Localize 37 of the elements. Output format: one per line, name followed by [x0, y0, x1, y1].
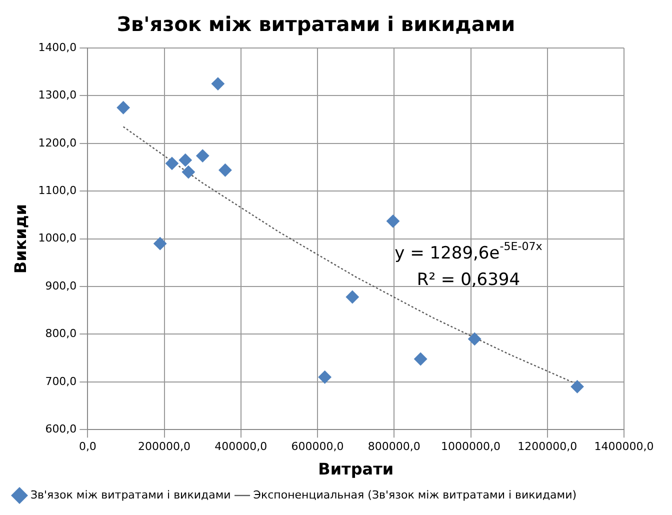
- y-tick-label: 800,0: [45, 327, 77, 340]
- x-tick-label: 200000,0: [138, 440, 191, 454]
- point: [178, 154, 192, 167]
- y-tick-label: 1400,0: [38, 40, 77, 54]
- point: [165, 156, 178, 170]
- legend-label: Экспоненциальная (Зв'язок між витратами і викидами): [253, 488, 577, 502]
- x-tick-label: 600000,0: [291, 440, 344, 454]
- x-tick-label: 0,0: [78, 440, 96, 454]
- x-tick-label: 1200000,0: [518, 440, 578, 454]
- chart-title: Зв'язок між витратами і викидами: [116, 12, 516, 36]
- point: [468, 332, 482, 346]
- legend-label: Зв'язок між витратами і викидами: [30, 488, 231, 502]
- x-tick-label: 400000,0: [214, 440, 268, 454]
- y-tick-label: 1300,0: [38, 88, 77, 102]
- y-tick-label: 900,0: [45, 279, 77, 292]
- point: [386, 214, 400, 228]
- x-tick-label: 1000000,0: [441, 440, 501, 454]
- point: [318, 370, 332, 384]
- y-tick-label: 700,0: [45, 374, 77, 388]
- point: [218, 164, 232, 177]
- y-tick-label: 1100,0: [38, 184, 77, 197]
- x-axis-title: Витрати: [318, 460, 394, 479]
- point: [346, 290, 359, 304]
- point: [182, 166, 195, 179]
- x-tick-label: 1400000,0: [594, 440, 654, 454]
- point: [570, 380, 584, 394]
- y-axis-title: Викиди: [10, 204, 30, 274]
- point: [154, 237, 167, 250]
- point: [116, 101, 130, 114]
- annotation: R² = 0,6394: [416, 270, 520, 290]
- point: [211, 77, 224, 90]
- point: [414, 352, 428, 366]
- x-tick-label: 800000,0: [368, 440, 420, 454]
- point: [196, 149, 210, 162]
- y-tick-label: 600,0: [45, 422, 77, 436]
- y-tick-label: 1000,0: [38, 232, 77, 245]
- y-tick-label: 1200,0: [38, 136, 77, 150]
